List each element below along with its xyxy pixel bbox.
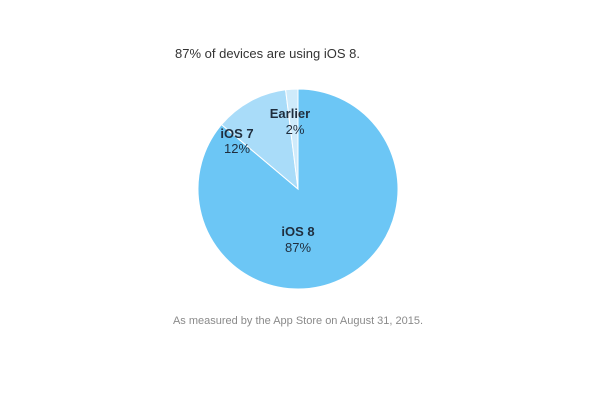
pie-slice-ios7	[220, 89, 299, 191]
slice-name-earlier: Earlier	[270, 106, 310, 121]
slice-value-ios8: 87%	[285, 240, 311, 255]
pie-slice-earlier	[285, 88, 299, 190]
chart-title: 87% of devices are using iOS 8.	[175, 46, 360, 61]
footnote: As measured by the App Store on August 3…	[172, 315, 424, 327]
slice-name-ios8: iOS 8	[281, 224, 314, 239]
slice-value-ios7: 12%	[224, 141, 250, 156]
slice-name-ios7: iOS 7	[220, 126, 253, 141]
slice-value-earlier: 2%	[286, 122, 305, 137]
